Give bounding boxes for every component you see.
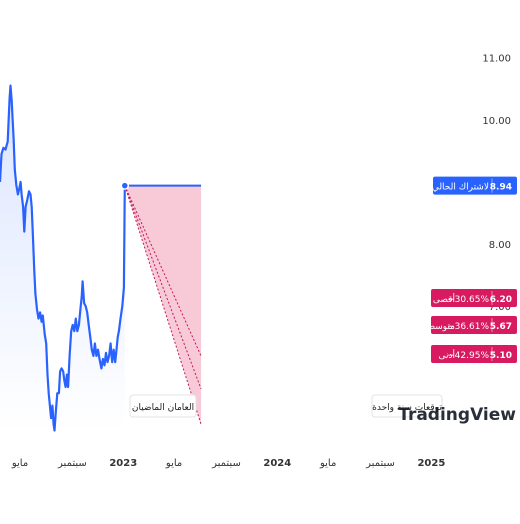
x-tick-label: 2024 — [263, 458, 291, 469]
forecast-low-badge-change: −42.95% — [447, 351, 489, 361]
forecast-average-badge-label: متوسط — [427, 322, 455, 332]
y-tick-label: 11.00 — [482, 54, 511, 65]
forecast-average-badge-bg — [431, 316, 517, 334]
x-tick-label: 2023 — [109, 458, 137, 469]
y-tick-label: 8.00 — [489, 240, 511, 251]
past-period-label: العامان الماضيان — [132, 403, 194, 413]
forecast-low-badge: 5.10−42.95%أدنى — [431, 345, 517, 363]
forecast-low-line — [124, 185, 202, 425]
history-line-layer — [0, 84, 130, 432]
x-tick-label: مايو — [11, 458, 28, 469]
forecast-high-badge: 6.20−30.65%أقصى — [431, 289, 517, 307]
forecast-high-badge-bg — [431, 289, 517, 307]
y-tick-label: 10.00 — [482, 116, 511, 127]
forecast-low-badge-label: أدنى — [438, 349, 455, 361]
current-value: 8.94 — [490, 183, 512, 193]
past-period-box-bg — [129, 394, 197, 418]
x-tick-label: مايو — [319, 458, 336, 469]
forecast-high-badge-change: −30.65% — [447, 295, 489, 305]
current-badge-bg — [433, 176, 517, 195]
forecast-average-badge: 5.67−36.61%متوسط — [427, 316, 517, 334]
x-tick-label: سبتمبر — [211, 458, 241, 469]
forecast-high-line — [124, 185, 202, 357]
x-axis: مايو سبتمبر 2023 مايو سبتمبر 2024 مايو سبتمبر 20… — [11, 458, 445, 469]
x-tick-label: 2025 — [417, 458, 445, 469]
y-tick-label: 7.00 — [489, 302, 511, 313]
forecast-low-badge-bg — [431, 345, 517, 363]
history-area — [0, 85, 125, 431]
tradingview-logo: TradingView — [398, 405, 516, 425]
past-period-box: العامان الماضيان — [129, 394, 197, 418]
current-label: لاشتراك الحالي — [432, 183, 489, 193]
forecast-average-badge-value: 5.67 — [490, 322, 512, 332]
forecast-period-box-bg — [371, 394, 443, 418]
history-area-layer — [0, 85, 125, 431]
forecast-average-line — [124, 185, 202, 390]
x-tick-label: مايو — [165, 458, 182, 469]
forecast-high-badge-value: 6.20 — [490, 295, 512, 305]
x-tick-label: سبتمبر — [57, 458, 87, 469]
forecast-period-box: توقعات سنة واحدة — [371, 394, 443, 418]
forecast-low-badge-value: 5.10 — [490, 351, 512, 361]
forecast-layer — [124, 184, 202, 425]
forecast-average-badge-change: −36.61% — [447, 322, 489, 332]
y-axis: 7.00 8.00 10.00 11.00 — [482, 54, 511, 314]
forecast-high-badge-label: أقصى — [433, 293, 455, 305]
history-line — [0, 84, 126, 432]
x-tick-label: سبتمبر — [365, 458, 395, 469]
forecast-period-label: توقعات سنة واحدة — [372, 403, 442, 413]
current-price-point — [120, 181, 130, 190]
